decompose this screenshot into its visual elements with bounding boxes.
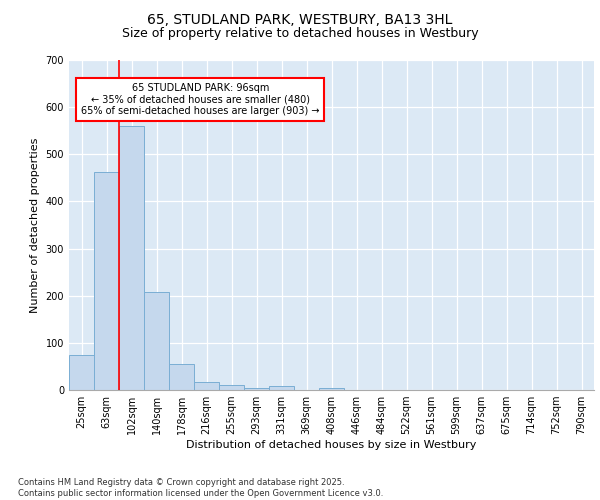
Text: Contains HM Land Registry data © Crown copyright and database right 2025.
Contai: Contains HM Land Registry data © Crown c… (18, 478, 383, 498)
Bar (219, 386, 244, 390)
Bar (144, 292, 169, 390)
Bar (244, 388, 269, 390)
Text: 65 STUDLAND PARK: 96sqm
← 35% of detached houses are smaller (480)
65% of semi-d: 65 STUDLAND PARK: 96sqm ← 35% of detache… (81, 83, 320, 116)
Bar (69, 354, 94, 390)
Bar (94, 172, 119, 390)
Bar (319, 388, 344, 390)
Text: 65, STUDLAND PARK, WESTBURY, BA13 3HL: 65, STUDLAND PARK, WESTBURY, BA13 3HL (148, 12, 452, 26)
Text: Size of property relative to detached houses in Westbury: Size of property relative to detached ho… (122, 28, 478, 40)
X-axis label: Distribution of detached houses by size in Westbury: Distribution of detached houses by size … (187, 440, 476, 450)
Bar (169, 364, 194, 390)
Bar (119, 126, 144, 390)
Y-axis label: Number of detached properties: Number of detached properties (30, 138, 40, 312)
Bar (194, 382, 219, 390)
Bar (269, 386, 294, 390)
